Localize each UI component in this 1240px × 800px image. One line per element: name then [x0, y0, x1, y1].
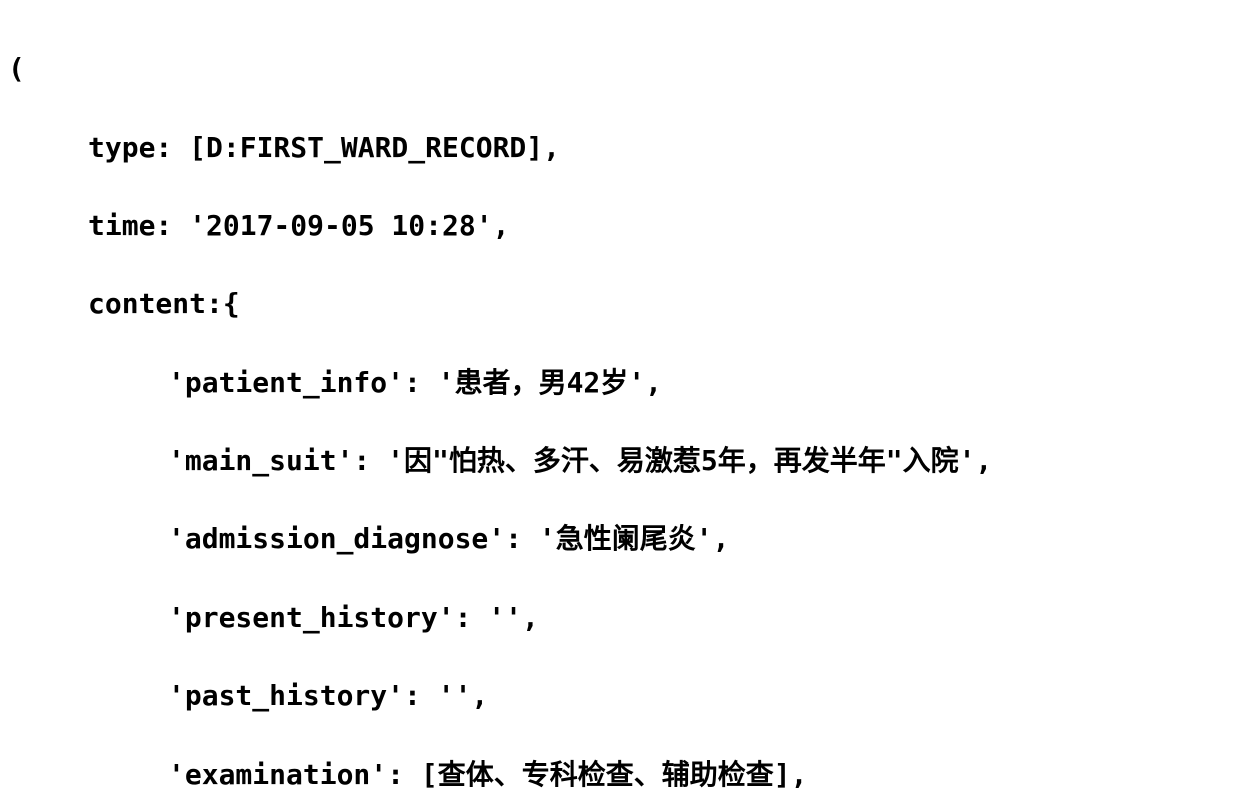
content-open: content:{ [8, 284, 1232, 323]
admission-diagnose: 'admission_diagnose': '急性阑尾炎', [8, 519, 1232, 558]
examination: 'examination': [查体、专科检查、辅助检查], [8, 755, 1232, 794]
open-brace: ( [8, 49, 1232, 88]
code-block: ( type: [D:FIRST_WARD_RECORD], time: '20… [0, 0, 1240, 800]
patient-info: 'patient_info': '患者，男42岁', [8, 363, 1232, 402]
present-history: 'present_history': '', [8, 598, 1232, 637]
type-line: type: [D:FIRST_WARD_RECORD], [8, 128, 1232, 167]
past-history: 'past_history': '', [8, 676, 1232, 715]
main-suit: 'main_suit': '因"怕热、多汗、易激惹5年，再发半年"入院', [8, 441, 1232, 480]
time-line: time: '2017-09-05 10:28', [8, 206, 1232, 245]
